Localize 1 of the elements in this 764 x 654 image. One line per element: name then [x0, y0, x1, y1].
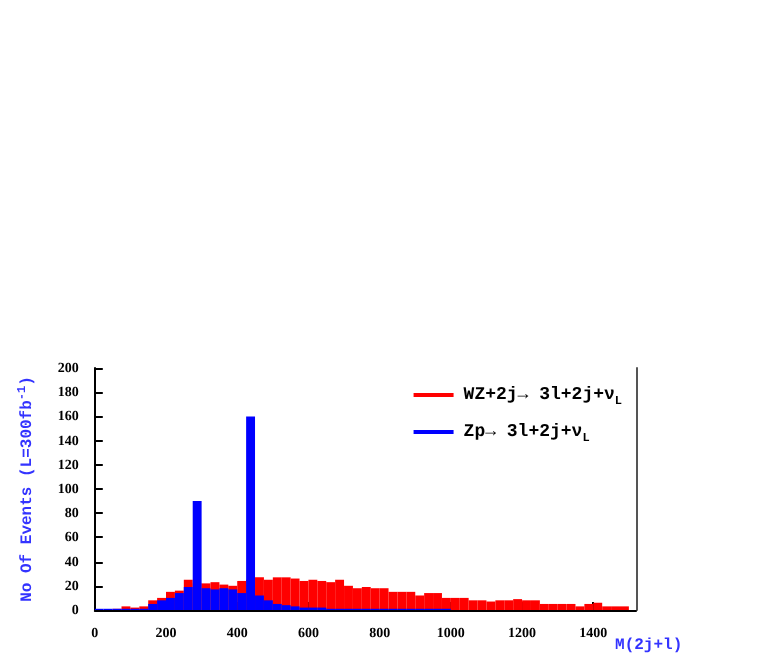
x-axis-title: M(2j+l)	[615, 637, 683, 654]
